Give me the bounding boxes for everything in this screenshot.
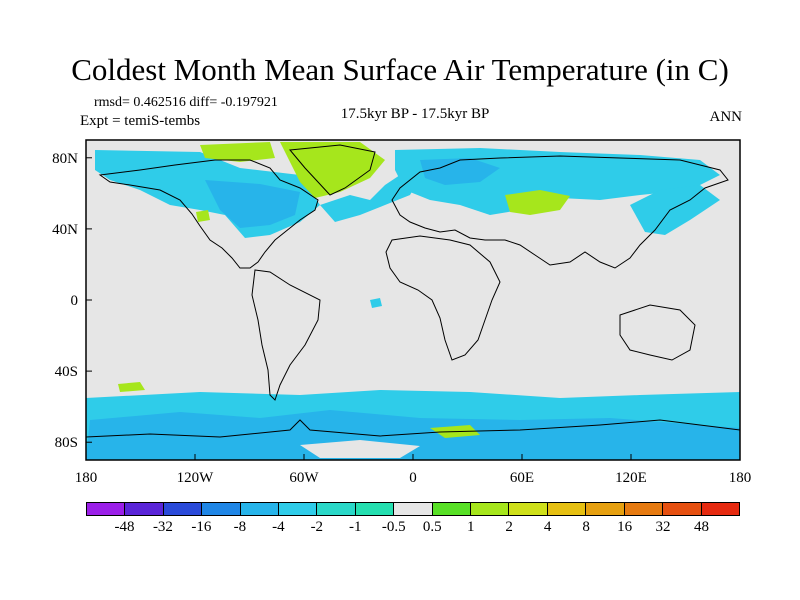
- x-tick-label: 180: [75, 470, 98, 486]
- anomaly-patch-north-atlantic: [320, 175, 420, 222]
- x-axis: 180 120W 60W 0 60E 120E 180: [75, 454, 752, 486]
- colorbar-label: -16: [191, 519, 212, 535]
- coastline-antarctica: [86, 419, 740, 438]
- anomaly-patch-south-pacific-warm: [118, 382, 145, 392]
- colorbar-label: -2: [310, 519, 324, 535]
- rmsd-diff-stats: rmsd= 0.462516 diff= -0.197921: [94, 95, 278, 110]
- anomaly-patch-east-asia: [630, 185, 720, 235]
- colorbar-swatch: [624, 503, 664, 515]
- anomaly-patch-atlantic-small: [370, 298, 382, 308]
- y-axis: 80N 40N 0 40S 80S: [52, 151, 92, 451]
- x-tick-label: 120E: [615, 470, 647, 486]
- colorbar: [86, 502, 740, 516]
- colorbar-swatch: [586, 503, 625, 515]
- colorbar-label: -32: [152, 519, 173, 535]
- colorbar-swatch: [240, 503, 280, 515]
- colorbar-swatch: [663, 503, 702, 515]
- x-tick-label: 60W: [289, 470, 319, 486]
- x-tick-label: 0: [409, 470, 417, 486]
- colorbar-label: -1: [349, 519, 362, 535]
- colorbar-swatch: [125, 503, 164, 515]
- x-tick-label: 60E: [510, 470, 534, 486]
- anomaly-patch-eurasia-core: [420, 158, 500, 185]
- anomaly-patch-pacific-small: [196, 210, 210, 222]
- experiment-label: Expt = temiS-tembs: [80, 113, 201, 129]
- coastlines: [86, 144, 740, 438]
- colorbar-label: -0.5: [381, 519, 406, 535]
- anomaly-patch-antarctica-neutral: [300, 440, 420, 458]
- y-tick-label: 40N: [52, 222, 78, 238]
- colorbar-swatch: [202, 503, 241, 515]
- anomaly-patch-southern-ocean-core: [86, 410, 740, 460]
- y-tick-label: 80N: [52, 151, 78, 167]
- colorbar-label: 48: [694, 519, 710, 535]
- anomaly-patch-greenland: [280, 142, 385, 198]
- colorbar-swatch: [87, 503, 126, 515]
- colorbar-label: -8: [233, 519, 247, 535]
- colorbar-label: 4: [543, 519, 552, 535]
- x-tick-label: 120W: [177, 470, 215, 486]
- colorbar-swatch: [509, 503, 548, 515]
- coastline-greenland: [289, 144, 376, 196]
- map-title: Coldest Month Mean Surface Air Temperatu…: [71, 52, 729, 87]
- x-tick-label: 180: [729, 470, 752, 486]
- colorbar-label: 16: [617, 519, 633, 535]
- y-tick-label: 0: [71, 293, 79, 309]
- colorbar-label: -4: [272, 519, 285, 535]
- colorbar-swatch: [547, 503, 587, 515]
- colorbar-label: -48: [114, 519, 135, 535]
- colorbar-swatch: [701, 503, 739, 515]
- anomaly-patch-arctic-warm: [200, 142, 275, 162]
- colorbar-swatch: [432, 503, 472, 515]
- anomaly-patch-canada-core: [205, 180, 300, 228]
- colorbar-swatch: [163, 503, 203, 515]
- colorbar-swatch: [394, 503, 433, 515]
- coastline-africa: [385, 235, 501, 361]
- anomaly-patch-central-asia: [505, 190, 570, 215]
- colorbar-label: 1: [466, 519, 475, 535]
- season-label: ANN: [709, 109, 743, 125]
- y-tick-label: 80S: [55, 435, 78, 451]
- colorbar-swatch: [355, 503, 395, 515]
- colorbar-label: 2: [505, 519, 513, 535]
- coastline-europe-asia: [391, 155, 729, 269]
- coastline-australia: [619, 304, 696, 361]
- period-label: 17.5kyr BP - 17.5kyr BP: [340, 106, 490, 122]
- colorbar-label: 8: [582, 519, 590, 535]
- colorbar-swatch: [279, 503, 318, 515]
- anomaly-fields: [86, 142, 740, 460]
- colorbar-label: 0.5: [422, 519, 442, 535]
- coastline-south-america: [251, 269, 321, 401]
- coastline-north-america: [98, 159, 319, 269]
- colorbar-label: 32: [655, 519, 671, 535]
- colorbar-swatch: [471, 503, 510, 515]
- colorbar-swatch: [317, 503, 356, 515]
- y-tick-label: 40S: [55, 364, 78, 380]
